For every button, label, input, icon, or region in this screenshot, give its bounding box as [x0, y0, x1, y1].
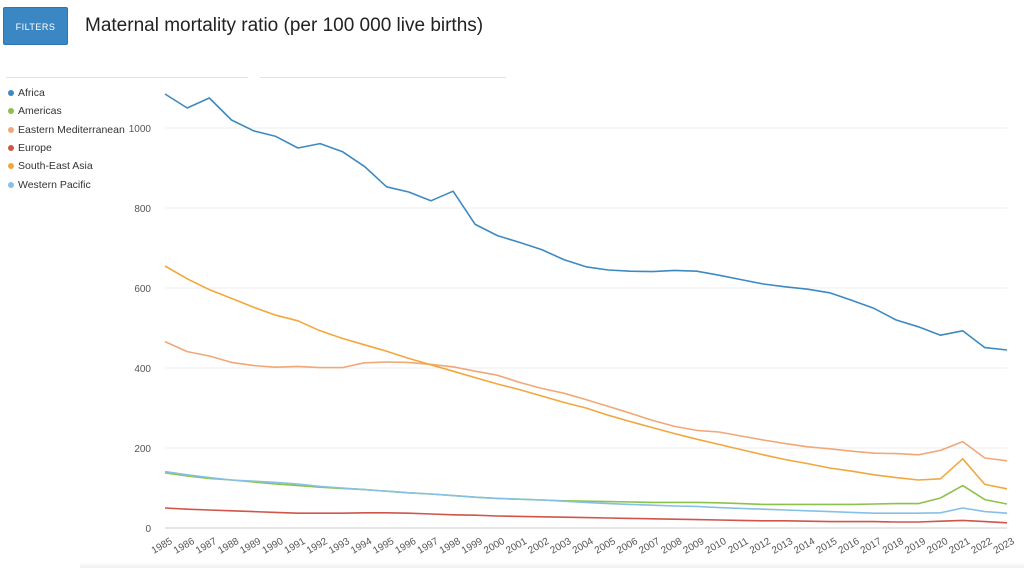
series-line-europe[interactable]: [164, 507, 1008, 524]
x-tick-label: 2005: [593, 536, 618, 557]
bottom-fade: [80, 562, 1024, 568]
x-tick-label: 2021: [947, 536, 972, 557]
y-tick-label: 600: [134, 284, 151, 295]
x-tick-label: 2010: [704, 536, 729, 557]
y-tick-label: 800: [134, 204, 151, 215]
x-tick-label: 1992: [305, 536, 330, 557]
legend-swatch: [8, 181, 14, 188]
y-tick-label: 1000: [129, 124, 152, 135]
page-title: Maternal mortality ratio (per 100 000 li…: [85, 15, 484, 36]
legend-item[interactable]: Americas: [8, 102, 125, 120]
x-tick-label: 2020: [925, 536, 950, 557]
legend-label: Europe: [18, 142, 52, 155]
x-tick-label: 1993: [327, 536, 352, 557]
x-tick-label: 1989: [238, 536, 263, 557]
x-tick-label: 1986: [172, 536, 197, 557]
x-tick-label: 2012: [748, 536, 773, 557]
filters-button[interactable]: FILTERS: [3, 7, 68, 45]
x-tick-label: 2006: [615, 536, 640, 557]
legend-divider-right: [260, 77, 506, 78]
x-tick-label: 2007: [637, 536, 662, 557]
x-tick-label: 1995: [371, 536, 396, 557]
legend-label: Americas: [18, 105, 62, 118]
x-tick-label: 2016: [837, 536, 862, 557]
y-tick-label: 400: [134, 364, 151, 375]
x-tick-label: 2013: [770, 536, 795, 557]
x-tick-label: 2003: [549, 536, 574, 557]
x-tick-label: 1985: [150, 536, 175, 557]
x-tick-label: 1997: [416, 536, 441, 557]
legend-divider-left: [6, 77, 248, 78]
x-tick-label: 2014: [792, 536, 817, 557]
x-tick-label: 2023: [992, 536, 1017, 557]
x-tick-label: 1999: [460, 536, 485, 557]
x-tick-label: 1991: [283, 536, 308, 557]
y-tick-label: 0: [145, 524, 151, 535]
legend-swatch: [8, 126, 14, 133]
y-tick-label: 200: [134, 444, 151, 455]
series-line-eastern-mediterranean[interactable]: [164, 340, 1008, 462]
x-tick-label: 1990: [261, 536, 286, 557]
legend-label: Africa: [18, 87, 45, 100]
x-tick-label: 2019: [903, 536, 928, 557]
legend-item[interactable]: Africa: [8, 84, 125, 102]
legend-label: Western Pacific: [18, 178, 91, 191]
x-tick-label: 2002: [526, 536, 551, 557]
x-tick-label: 2004: [571, 536, 596, 557]
legend-item[interactable]: South-East Asia: [8, 157, 125, 175]
legend-swatch: [8, 163, 14, 170]
x-tick-label: 2001: [504, 536, 529, 557]
series-line-south-east-asia[interactable]: [164, 265, 1008, 490]
legend-swatch: [8, 108, 14, 115]
legend-swatch: [8, 90, 14, 97]
legend-item[interactable]: Western Pacific: [8, 175, 125, 193]
x-tick-label: 2022: [970, 536, 995, 557]
legend-label: Eastern Mediterranean: [18, 123, 125, 136]
series-line-americas[interactable]: [164, 472, 1008, 506]
x-tick-label: 2000: [482, 536, 507, 557]
x-tick-label: 1994: [349, 536, 374, 557]
x-tick-label: 1987: [194, 536, 219, 557]
series-line-western-pacific[interactable]: [164, 470, 1008, 515]
series-line-africa[interactable]: [164, 93, 1008, 351]
x-tick-label: 1998: [438, 536, 463, 557]
x-tick-label: 1996: [393, 536, 418, 557]
x-tick-label: 2008: [659, 536, 684, 557]
x-tick-label: 2011: [726, 536, 751, 556]
x-tick-label: 2017: [859, 536, 884, 557]
legend-item[interactable]: Eastern Mediterranean: [8, 121, 125, 139]
x-tick-label: 2015: [814, 536, 839, 557]
legend-item[interactable]: Europe: [8, 139, 125, 157]
chart-legend: Africa Americas Eastern Mediterranean Europ…: [8, 84, 125, 194]
x-tick-label: 1988: [216, 536, 241, 557]
legend-swatch: [8, 145, 14, 152]
legend-label: South-East Asia: [18, 160, 93, 173]
x-tick-label: 2018: [881, 536, 906, 557]
x-tick-label: 2009: [682, 536, 707, 557]
